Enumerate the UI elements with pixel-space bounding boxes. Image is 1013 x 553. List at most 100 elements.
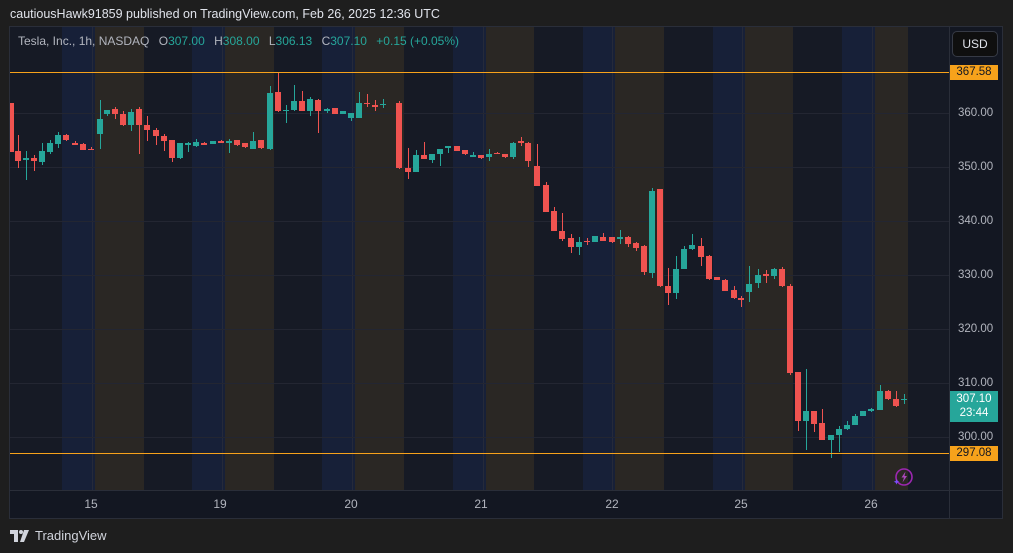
candle-up: [901, 398, 907, 401]
candle-up: [828, 434, 834, 441]
candle-down: [299, 101, 305, 111]
bar-countdown: 23:44: [959, 407, 989, 419]
candle-wick: [26, 150, 27, 180]
candle-down: [551, 210, 557, 232]
candle-down: [568, 237, 574, 247]
candle-down: [665, 286, 671, 293]
candle-wick: [603, 232, 604, 241]
session-band-afterhours: [842, 27, 875, 490]
price-tick: 360.00: [958, 107, 994, 119]
candle-down: [242, 143, 248, 147]
tradingview-logo-icon: [10, 529, 29, 542]
candle-down: [763, 274, 769, 276]
gridline: [10, 113, 949, 114]
candle-up: [836, 428, 842, 435]
candle-wick: [302, 90, 303, 111]
change-value: +0.15 (+0.05%): [376, 34, 460, 48]
open-value: 307.00: [168, 34, 205, 48]
price-tick: 300.00: [958, 431, 994, 443]
session-band-premarket: [793, 27, 842, 490]
tradingview-brand[interactable]: TradingView: [10, 528, 107, 543]
candle-up: [267, 93, 273, 150]
candle-up: [852, 415, 858, 426]
candle-down: [136, 108, 142, 125]
candle-down: [88, 148, 94, 151]
candle-up: [844, 425, 850, 429]
candle-wick: [473, 151, 474, 156]
price-tick: 320.00: [958, 323, 994, 335]
session-band-regular: [486, 27, 534, 490]
date-tick: 25: [734, 497, 748, 511]
gridline: [10, 275, 949, 276]
candle-down: [201, 143, 207, 145]
session-band-regular: [615, 27, 664, 490]
price-tick: 310.00: [958, 377, 994, 389]
candle-down: [258, 140, 264, 149]
candle-down: [714, 277, 720, 280]
candle-up: [803, 411, 809, 421]
session-band-premarket: [908, 27, 949, 490]
lower-level-line[interactable]: [10, 453, 949, 454]
session-band-premarket: [664, 27, 713, 490]
price-tick: 350.00: [958, 161, 994, 173]
candle-up: [673, 269, 679, 293]
session-band-afterhours: [192, 27, 225, 490]
candle-up: [210, 141, 216, 144]
candle-wick: [139, 107, 140, 155]
candle-down: [657, 189, 663, 286]
candle-down: [706, 256, 712, 279]
open-label: O: [158, 34, 169, 48]
candle-wick: [692, 233, 693, 251]
chart-plot-area[interactable]: [10, 27, 949, 490]
time-axis[interactable]: [10, 490, 949, 518]
candle-down: [698, 245, 704, 258]
candle-up: [307, 98, 313, 111]
upper-level-line[interactable]: [10, 72, 949, 73]
session-band-afterhours: [453, 27, 486, 490]
candle-down: [31, 157, 37, 162]
candle-wick: [424, 142, 425, 159]
session-band-regular: [225, 27, 274, 490]
candle-up: [348, 113, 354, 118]
candle-up: [23, 158, 29, 160]
currency-button[interactable]: USD: [952, 31, 998, 57]
candle-wick: [383, 98, 384, 108]
candle-up: [681, 249, 687, 270]
session-band-regular: [355, 27, 404, 490]
candle-down: [525, 143, 531, 162]
gridline: [10, 329, 949, 330]
session-band-premarket: [144, 27, 192, 490]
day-separator: [222, 27, 223, 490]
candle-up: [55, 135, 61, 144]
candle-down: [405, 167, 411, 172]
session-band-regular: [745, 27, 793, 490]
session-band-premarket: [10, 27, 62, 490]
date-tick: 15: [84, 497, 98, 511]
candle-down: [518, 141, 524, 143]
price-tick: 340.00: [958, 215, 994, 227]
day-separator: [612, 27, 613, 490]
candle-wick: [766, 269, 767, 284]
candle-up: [437, 149, 443, 155]
candle-down: [234, 140, 240, 145]
candle-wick: [749, 265, 750, 302]
candle-down: [80, 144, 86, 150]
candle-up: [413, 155, 419, 172]
candle-wick: [896, 391, 897, 407]
published-caption: cautiousHawk91859 published on TradingVi…: [10, 7, 440, 21]
candle-up: [356, 102, 362, 118]
candle-down: [609, 237, 615, 243]
candle-up: [128, 111, 134, 125]
session-band-premarket: [534, 27, 583, 490]
candle-down: [120, 113, 126, 125]
candle-down: [372, 105, 378, 107]
symbol-title: Tesla, Inc., 1h, NASDAQ: [18, 34, 150, 48]
candle-wick: [229, 138, 230, 153]
candle-wick: [188, 142, 189, 152]
candle-wick: [537, 143, 538, 186]
high-label: H: [214, 34, 223, 48]
candle-down: [534, 165, 540, 186]
candle-wick: [806, 368, 807, 450]
lightning-bolt-icon[interactable]: [893, 467, 913, 487]
candle-up: [860, 411, 866, 416]
